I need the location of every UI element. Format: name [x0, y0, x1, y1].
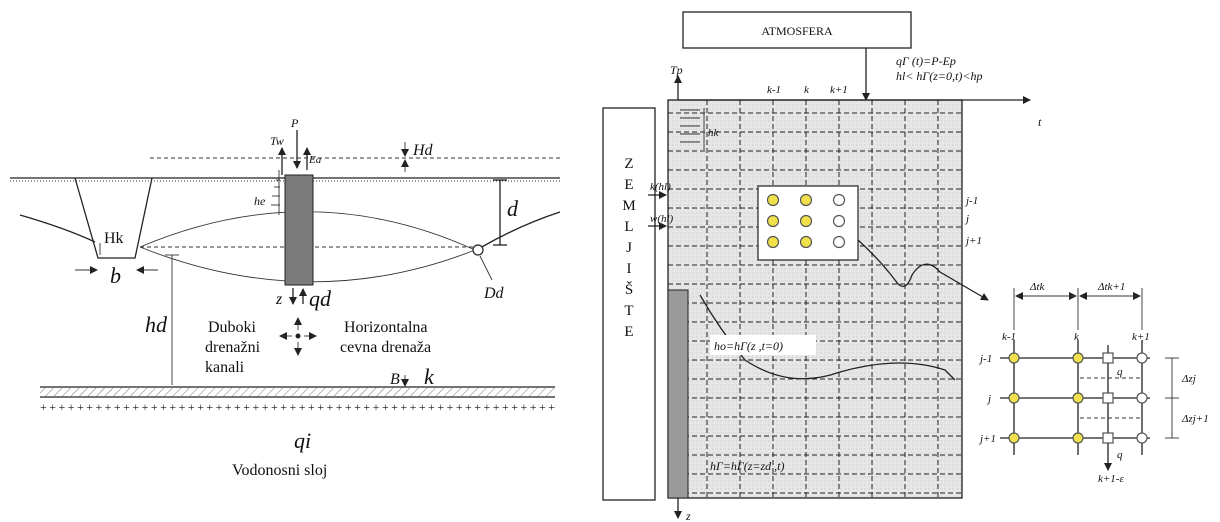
label-Tw: Tw	[270, 134, 284, 148]
label-w-of-h: w(hl)	[650, 213, 674, 225]
atmosphere-label: ATMOSFERA	[761, 24, 833, 38]
label-hd: hd	[145, 312, 168, 337]
grid-area	[667, 99, 963, 499]
row-label-j+1: j+1	[964, 235, 982, 247]
grid-node	[832, 214, 846, 228]
stencil-nodes	[766, 193, 846, 249]
atmosphere-box	[682, 11, 912, 49]
label-z-axis: z	[685, 509, 691, 522]
grid-node	[832, 235, 846, 249]
label-B: B	[390, 371, 400, 388]
row-label-j: j	[964, 213, 969, 225]
drainage-diagram: ++++++++++++++++++++++++++++++++++++++++…	[10, 116, 561, 479]
drain-pipe-icon	[472, 244, 484, 256]
label-z: z	[275, 291, 283, 308]
soil-letter: I	[627, 261, 632, 277]
grid-node	[799, 193, 813, 207]
soil-letter: E	[624, 177, 633, 193]
zoom-connector	[857, 239, 989, 301]
drainage-canal	[74, 177, 153, 259]
detail-q-2: q	[1117, 449, 1123, 461]
label-Dd: Dd	[483, 285, 505, 302]
pressure-limits: hl< hΓ(z=0,t)<hp	[896, 69, 982, 83]
detail-dz-j1: Δzj+1	[1181, 413, 1209, 425]
initial-condition: ho=hΓ(z ,t=0)	[714, 339, 783, 353]
label-qi: qi	[294, 428, 311, 453]
label-k-of-h: k(hl)	[650, 181, 671, 193]
detail-row-j+1: j+1	[978, 433, 996, 445]
stencil-detail: Δtk Δtk+1 k-1 k k+1 j-1 j j+1 Δzj Δzj+1 …	[978, 281, 1209, 485]
col-label-k: k	[804, 84, 810, 96]
grid-node	[799, 235, 813, 249]
grid-node	[832, 193, 846, 207]
label-Tp: Tp	[670, 63, 683, 77]
detail-dt-k1: Δtk+1	[1097, 281, 1125, 293]
soil-letter: T	[624, 303, 633, 319]
label-P: P	[290, 116, 299, 130]
grid-node	[799, 214, 813, 228]
label-he: he	[254, 194, 266, 208]
canal-text-2: drenažni	[205, 339, 261, 356]
label-t: t	[1038, 115, 1042, 129]
row-label-j-1: j-1	[964, 195, 978, 207]
detail-col-k-1: k-1	[1002, 331, 1016, 343]
canal-text-3: kanali	[205, 359, 245, 376]
hk-marks	[680, 108, 705, 150]
label-hk: hk	[708, 127, 720, 139]
soil-letter: Š	[625, 281, 633, 298]
canal-text-1: Duboki	[208, 319, 257, 336]
grid-node	[766, 235, 780, 249]
detail-k-bottom: k+1-ε	[1098, 473, 1124, 485]
soil-letter: Z	[624, 156, 633, 172]
pipe-text-1: Horizontalna	[344, 319, 428, 336]
soil-letter: L	[624, 219, 633, 235]
pipe-text-2: cevna drenaža	[340, 339, 431, 356]
detail-dz-j: Δzj	[1181, 373, 1196, 385]
label-d: d	[507, 196, 519, 221]
initial-profile-curve	[699, 294, 956, 381]
col-label-k+1: k+1	[830, 84, 848, 96]
label-Hd: Hd	[412, 142, 434, 159]
detail-row-j-1: j-1	[978, 353, 992, 365]
flux-boundary: qΓ (t)=P-Ep	[896, 54, 956, 68]
bottom-condition: hΓ=hΓ(z=zd ,t)	[710, 459, 785, 473]
label-Ea: Ea	[308, 154, 322, 166]
label-b: b	[110, 263, 121, 288]
grid-node	[766, 193, 780, 207]
label-Hk: Hk	[104, 230, 124, 247]
aquifer-label: Vodonosni sloj	[232, 462, 327, 479]
detail-dt-k: Δtk	[1029, 281, 1046, 293]
aquifer-flux-markers: ++++++++++++++++++++++++++++++++++++++++…	[40, 400, 555, 414]
detail-q-1: q	[1117, 366, 1123, 378]
label-k: k	[424, 364, 435, 389]
detail-col-k+1: k+1	[1132, 331, 1150, 343]
col-label-k-1: k-1	[767, 84, 781, 96]
soil-letter: E	[624, 324, 633, 340]
soil-profile-column	[667, 289, 689, 499]
soil-letter: M	[622, 198, 635, 214]
label-qd: qd	[309, 286, 332, 311]
soil-box	[602, 107, 656, 501]
soil-column	[284, 174, 314, 286]
soil-letter: J	[626, 240, 632, 256]
detail-col-k: k	[1074, 331, 1080, 343]
detail-row-j: j	[986, 393, 991, 405]
grid-node	[766, 214, 780, 228]
